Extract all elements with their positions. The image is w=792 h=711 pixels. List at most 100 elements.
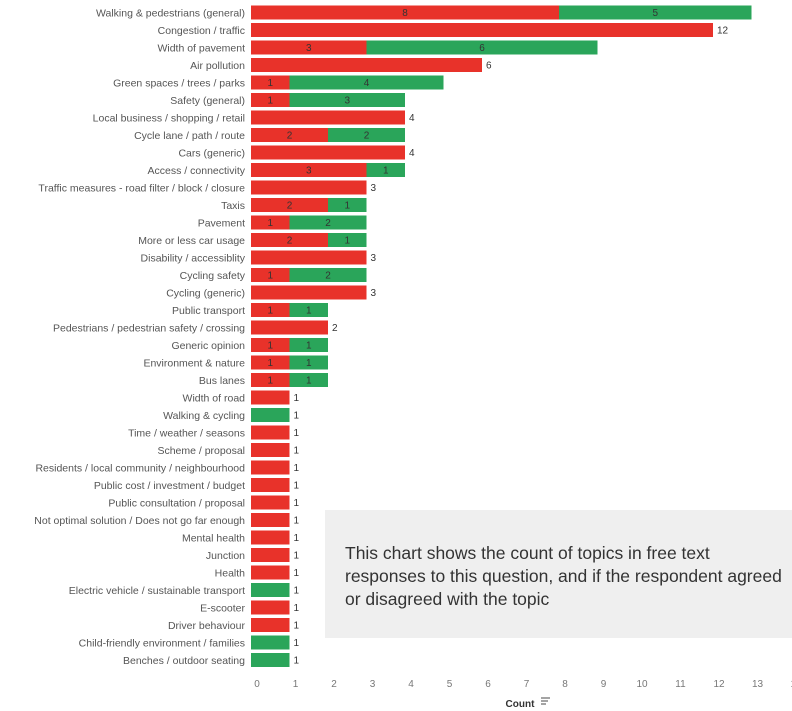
x-tick-label: 1 — [293, 679, 299, 690]
sort-icon[interactable] — [541, 697, 550, 705]
bar-segment[interactable] — [251, 408, 290, 422]
bar-segment[interactable] — [251, 75, 290, 90]
segment-value-label: 2 — [325, 218, 331, 229]
category-label: Pedestrians / pedestrian safety / crossi… — [53, 322, 245, 334]
bar-total-label: 1 — [294, 463, 300, 474]
bar-segment[interactable] — [251, 23, 713, 37]
category-label: Driver behaviour — [168, 620, 246, 632]
bar-total-label: 1 — [294, 551, 300, 562]
bar-segment[interactable] — [251, 338, 290, 352]
bar-segment[interactable] — [251, 495, 290, 510]
category-label: Child-friendly environment / families — [79, 637, 245, 649]
bar-segment[interactable] — [251, 58, 482, 72]
bar-total-label: 1 — [294, 446, 300, 457]
bar-segment[interactable] — [251, 600, 290, 615]
note-text: This chart shows the count of topics in … — [345, 543, 782, 609]
segment-value-label: 1 — [267, 78, 273, 89]
bar-segment[interactable] — [251, 215, 290, 230]
bar-segment[interactable] — [328, 128, 405, 142]
bar-segment[interactable] — [251, 198, 328, 212]
category-label: Junction — [206, 550, 245, 562]
category-label: Pavement — [198, 217, 245, 229]
bar-total-label: 3 — [371, 253, 377, 264]
bar-total-label: 1 — [294, 638, 300, 649]
bar-segment[interactable] — [251, 548, 290, 562]
segment-value-label: 6 — [479, 43, 485, 54]
category-label: Safety (general) — [170, 95, 245, 107]
bar-segment[interactable] — [251, 460, 290, 475]
category-label: Generic opinion — [171, 340, 245, 352]
segment-value-label: 2 — [287, 131, 293, 142]
category-labels: Walking & pedestrians (general) Congestio… — [34, 7, 246, 667]
bar-total-label: 1 — [294, 586, 300, 597]
bar-total-label: 3 — [371, 288, 377, 299]
x-tick-label: 14 — [790, 679, 792, 690]
bar-total-label: 1 — [294, 621, 300, 632]
bar-segment[interactable] — [251, 513, 290, 527]
category-label: Congestion / traffic — [158, 25, 245, 37]
bar-segment[interactable] — [251, 233, 328, 247]
segment-value-label: 1 — [267, 96, 273, 107]
bar-segment[interactable] — [251, 478, 290, 492]
bar-segment[interactable] — [289, 215, 367, 230]
category-label: E-scooter — [200, 602, 245, 614]
segment-value-label: 1 — [306, 376, 312, 387]
bar-segment[interactable] — [251, 128, 328, 142]
bar-segment[interactable] — [251, 583, 290, 597]
bar-segment[interactable] — [289, 303, 329, 317]
bar-segment[interactable] — [251, 565, 290, 580]
bar-segment[interactable] — [251, 163, 367, 177]
category-label: Disability / accessiblity — [141, 252, 246, 264]
bar-segment[interactable] — [251, 40, 367, 55]
segment-value-label: 8 — [402, 8, 408, 19]
segment-value-label: 1 — [267, 218, 273, 229]
x-tick-label: 8 — [562, 679, 568, 690]
bar-segment[interactable] — [289, 338, 329, 352]
bar-total-label: 1 — [294, 393, 300, 404]
bar-segment[interactable] — [251, 425, 290, 440]
bar-segment[interactable] — [251, 373, 290, 387]
bar-segment[interactable] — [251, 303, 290, 317]
bar-segment[interactable] — [251, 355, 290, 370]
bar-segment[interactable] — [251, 110, 405, 125]
category-label: Width of pavement — [157, 42, 245, 54]
bar-segment[interactable] — [289, 373, 329, 387]
segment-value-label: 2 — [325, 271, 331, 282]
bar-segment[interactable] — [251, 653, 290, 667]
bar-segment[interactable] — [251, 5, 559, 20]
bar-segment[interactable] — [251, 320, 328, 335]
bar-segment[interactable] — [251, 635, 290, 650]
segment-value-label: 1 — [267, 341, 273, 352]
bar-segment[interactable] — [251, 268, 290, 282]
bar-segment[interactable] — [251, 390, 290, 405]
bar-segment[interactable] — [251, 618, 290, 632]
bar-segment[interactable] — [559, 5, 752, 20]
bar-segment[interactable] — [251, 145, 405, 160]
bar-segment[interactable] — [251, 530, 290, 545]
bar-segment[interactable] — [251, 443, 290, 457]
bar-segment[interactable] — [251, 93, 290, 107]
category-label: Local business / shopping / retail — [93, 112, 245, 124]
bar-segment[interactable] — [366, 40, 598, 55]
segment-value-label: 3 — [306, 166, 312, 177]
bar-total-label: 12 — [717, 26, 729, 37]
category-label: Scheme / proposal — [157, 445, 245, 457]
bar-segment[interactable] — [251, 180, 367, 195]
segment-value-label: 2 — [287, 201, 293, 212]
category-label: Benches / outdoor seating — [123, 655, 245, 667]
segment-value-label: 1 — [267, 376, 273, 387]
bar-segment[interactable] — [251, 250, 367, 265]
category-label: Cycling (generic) — [166, 287, 245, 299]
bar-segment[interactable] — [289, 93, 406, 107]
bar-segment[interactable] — [289, 355, 329, 370]
bar-segment[interactable] — [289, 75, 444, 90]
bar-segment[interactable] — [328, 233, 367, 247]
bar-segment[interactable] — [289, 268, 367, 282]
category-label: Cycle lane / path / route — [134, 130, 245, 142]
category-label: Bus lanes — [199, 375, 245, 387]
bar-segment[interactable] — [251, 285, 367, 300]
bar-segment[interactable] — [366, 163, 406, 177]
bar-total-label: 1 — [294, 498, 300, 509]
bar-segment[interactable] — [328, 198, 367, 212]
